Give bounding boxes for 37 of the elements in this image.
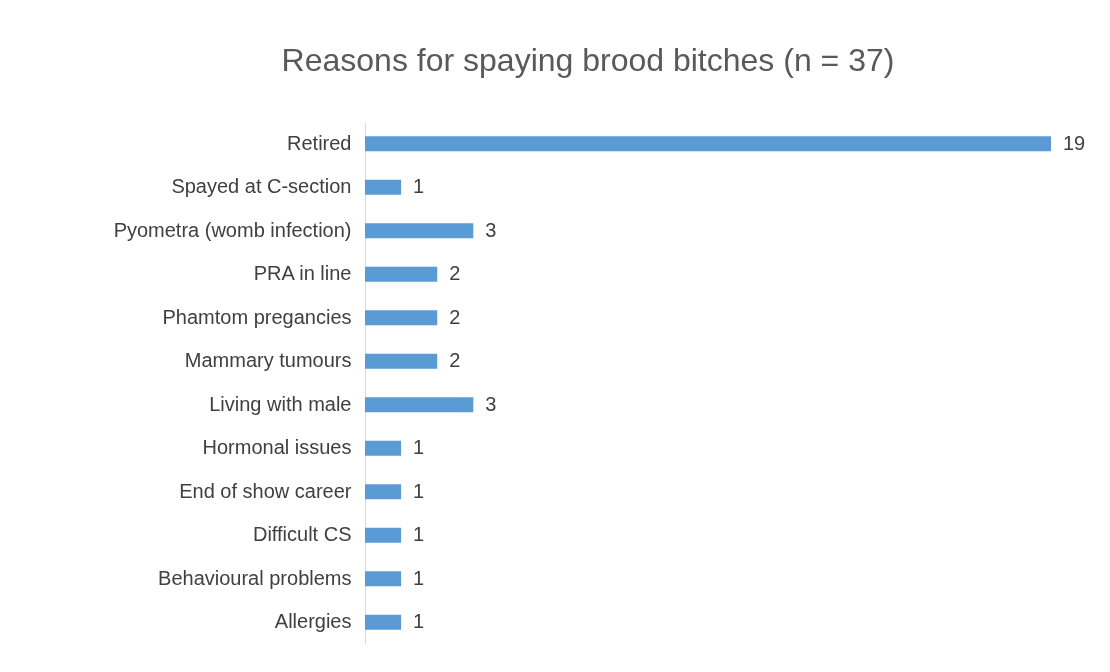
y-tick-label: Allergies xyxy=(274,610,352,633)
data-label: 1 xyxy=(413,479,425,502)
data-label: 2 xyxy=(449,349,461,372)
bar xyxy=(365,397,474,413)
data-label: 1 xyxy=(413,523,425,546)
y-tick-label: Mammary tumours xyxy=(184,349,352,372)
data-label: 1 xyxy=(413,610,425,633)
bar xyxy=(365,179,402,195)
bar xyxy=(365,310,438,326)
bar xyxy=(365,266,438,282)
bar xyxy=(365,571,402,587)
data-label: 19 xyxy=(1063,131,1086,154)
y-tick-label: Phamtom pregancies xyxy=(162,305,352,328)
bar xyxy=(365,353,438,369)
data-label: 1 xyxy=(413,566,425,589)
bar xyxy=(365,440,402,456)
y-tick-label: Difficult CS xyxy=(252,523,352,546)
data-label: 3 xyxy=(485,392,497,415)
bar xyxy=(365,136,1051,152)
bar xyxy=(365,527,402,543)
data-label: 3 xyxy=(485,218,497,241)
y-tick-label: Behavioural problems xyxy=(158,566,352,589)
y-tick-label: Retired xyxy=(287,131,352,154)
bar xyxy=(365,484,402,500)
y-tick-label: Spayed at C-section xyxy=(171,175,352,198)
y-tick-label: Living with male xyxy=(209,392,352,415)
bar xyxy=(365,614,402,630)
data-label: 2 xyxy=(449,305,461,328)
y-tick-label: End of show career xyxy=(179,479,352,502)
bar xyxy=(365,223,474,239)
data-label: 1 xyxy=(413,175,425,198)
y-tick-label: PRA in line xyxy=(253,262,352,285)
chart-title: Reasons for spaying brood bitches (n = 37) xyxy=(281,42,895,78)
data-label: 2 xyxy=(449,262,461,285)
data-label: 1 xyxy=(413,436,425,459)
y-tick-label: Hormonal issues xyxy=(202,436,352,459)
y-tick-label: Pyometra (womb infection) xyxy=(113,218,352,241)
